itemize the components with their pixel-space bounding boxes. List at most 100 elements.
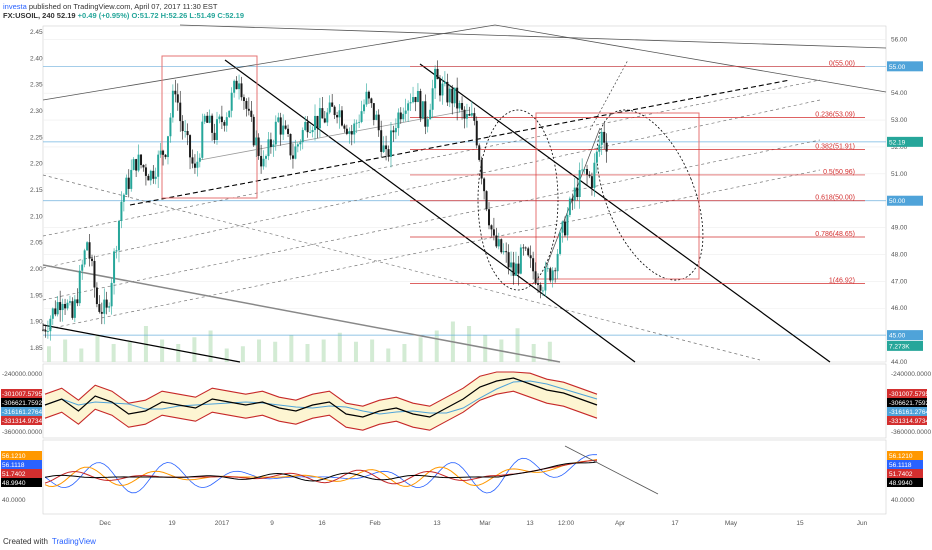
volume-bar <box>467 326 472 362</box>
indicator-1-lower-band[interactable] <box>44 390 598 431</box>
candle-body <box>137 154 140 171</box>
candle-body <box>159 150 162 155</box>
indicator-2-line[interactable] <box>44 459 598 485</box>
candle-body <box>424 101 427 127</box>
candle-body <box>238 83 241 90</box>
indicator-2-line[interactable] <box>44 461 598 482</box>
fib-level-label: 0.5(50.96) <box>823 169 855 176</box>
candle-body <box>323 118 326 123</box>
candle-body <box>105 299 108 308</box>
candle-body <box>380 130 383 152</box>
indicator-1-tag <box>1 398 42 407</box>
candle-body <box>524 247 527 249</box>
candle-body <box>262 158 265 167</box>
price-tag <box>887 195 923 206</box>
x-axis-tick: Dec <box>99 520 111 527</box>
candle-body <box>255 137 258 146</box>
left-axis-tick: 2.35 <box>30 82 43 89</box>
indicator-2-tag <box>887 451 923 460</box>
candle-body <box>76 299 79 304</box>
candle-body <box>279 117 282 135</box>
trend-line[interactable] <box>42 79 821 237</box>
candle-body <box>113 251 116 283</box>
candle-body <box>245 100 248 109</box>
volume-bar <box>47 346 51 362</box>
trend-line[interactable] <box>419 63 831 363</box>
x-axis-tick: 2017 <box>215 520 230 527</box>
volume-bar <box>321 339 326 362</box>
trend-line[interactable] <box>42 324 241 363</box>
candle-body <box>181 121 184 132</box>
candle-body <box>370 98 373 104</box>
candle-body <box>49 318 52 332</box>
candle-body <box>443 81 446 84</box>
indicator-1-line[interactable] <box>44 377 598 418</box>
candle-body <box>291 155 294 159</box>
candle-body <box>416 90 419 103</box>
volume-bar <box>305 344 310 362</box>
indicator-1-upper-band[interactable] <box>44 371 598 407</box>
trend-line[interactable] <box>42 264 561 363</box>
volume-bar <box>111 344 116 362</box>
left-axis-tick: 2.00 <box>30 266 43 273</box>
trend-line[interactable] <box>589 59 629 131</box>
trend-line[interactable] <box>42 169 821 331</box>
candle-body <box>282 125 285 135</box>
indicator-2-tag-label: 51.7402 <box>889 471 913 478</box>
candle-body <box>463 109 466 119</box>
main-pane[interactable] <box>42 25 887 363</box>
candle-body <box>603 131 606 143</box>
highlight-box[interactable] <box>535 112 700 280</box>
volume-bar <box>208 330 213 362</box>
candle-body <box>120 201 123 221</box>
volume-bar <box>63 339 68 362</box>
trend-line[interactable] <box>494 24 887 93</box>
volume-bar <box>240 346 245 362</box>
x-axis-tick: May <box>725 520 738 527</box>
candle-body <box>140 154 143 166</box>
candle-body <box>529 255 532 259</box>
tradingview-link[interactable]: TradingView <box>51 537 96 546</box>
indicator-1-signal[interactable] <box>44 380 598 415</box>
candle-body <box>215 119 218 140</box>
ellipse-projection[interactable] <box>477 109 559 291</box>
candle-body <box>171 90 174 118</box>
trend-line[interactable] <box>42 24 496 101</box>
candle-body <box>316 115 319 129</box>
indicator-1-tag <box>887 407 927 416</box>
candle-body <box>358 121 361 123</box>
candle-body <box>142 165 145 168</box>
candle-body <box>453 87 456 104</box>
candle-body <box>517 263 520 274</box>
candle-body <box>568 198 571 215</box>
highlight-box[interactable] <box>161 55 258 199</box>
x-axis-tick: 19 <box>168 520 176 527</box>
left-axis-tick: 2.10 <box>30 213 43 220</box>
indicator-2-trend-line[interactable] <box>564 445 659 495</box>
candle-body <box>566 214 569 236</box>
candle-body <box>563 221 566 236</box>
candle-body <box>382 145 385 152</box>
candle-body <box>343 125 346 129</box>
volume-bar <box>273 341 278 362</box>
x-axis-tick: 15 <box>796 520 804 527</box>
candle-body <box>573 187 576 201</box>
trend-line[interactable] <box>179 24 887 49</box>
trend-line[interactable] <box>42 99 821 269</box>
left-axis-tick: 2.20 <box>30 161 43 168</box>
candle-body <box>605 142 608 152</box>
indicator-2-tick: 40.0000 <box>891 497 915 504</box>
candle-body <box>409 102 412 104</box>
trend-line[interactable] <box>224 59 636 363</box>
left-axis-tick: 2.05 <box>30 240 43 247</box>
indicator-2-line[interactable] <box>44 459 598 488</box>
candle-body <box>328 102 331 113</box>
author-name[interactable]: investa <box>3 2 27 11</box>
candle-body <box>532 258 535 272</box>
ellipse-projection[interactable] <box>575 95 724 295</box>
trend-line[interactable] <box>42 139 821 301</box>
candle-body <box>157 154 160 177</box>
candle-body <box>208 115 211 123</box>
candle-body <box>586 169 589 175</box>
